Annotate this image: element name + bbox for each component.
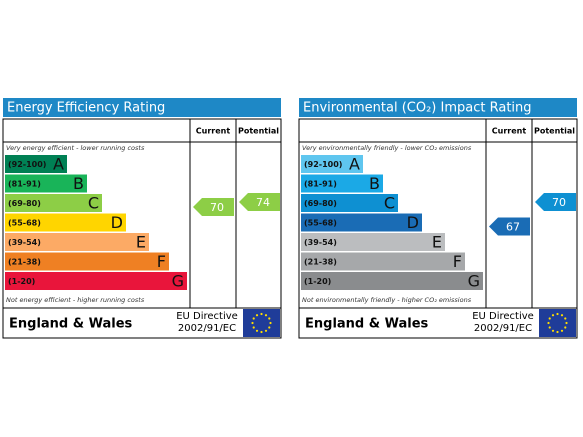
rating-band bbox=[301, 174, 383, 193]
flag-star bbox=[268, 326, 271, 329]
band-range: (92-100) bbox=[8, 160, 46, 169]
flag-star bbox=[560, 314, 564, 317]
panel-title: Environmental (CO₂) Impact Rating bbox=[303, 101, 532, 116]
column-header: Potential bbox=[238, 127, 279, 136]
title-bar bbox=[3, 98, 281, 117]
rating-band bbox=[301, 233, 445, 251]
band-range: (81-91) bbox=[304, 180, 337, 189]
band-range: (1-20) bbox=[304, 277, 331, 286]
flag-star bbox=[548, 326, 551, 329]
flag-star bbox=[252, 317, 255, 320]
rating-panel: Energy Efficiency Rating Current Potential… bbox=[2, 98, 282, 339]
rating-band bbox=[301, 252, 465, 271]
band-letter: F bbox=[453, 252, 462, 271]
rating-band bbox=[5, 174, 87, 193]
rating-band bbox=[301, 272, 483, 290]
band-range: (21-38) bbox=[304, 258, 337, 267]
rating-arrow bbox=[489, 217, 530, 236]
band-letter: A bbox=[53, 155, 64, 174]
column-header: Potential bbox=[534, 127, 575, 136]
flag-star bbox=[551, 329, 555, 332]
bottom-note: Not environmentally friendly - higher CO… bbox=[302, 296, 472, 304]
band-letter: E bbox=[136, 233, 146, 252]
flag-star bbox=[560, 329, 564, 332]
rating-band bbox=[5, 194, 102, 212]
band-range: (21-38) bbox=[8, 258, 41, 267]
rating-band bbox=[5, 252, 169, 271]
flag-star bbox=[564, 317, 567, 320]
band-range: (39-54) bbox=[8, 238, 41, 247]
flag-star bbox=[255, 329, 259, 332]
band-range: (55-68) bbox=[304, 219, 337, 228]
flag-star bbox=[556, 330, 559, 334]
flag-star bbox=[547, 321, 550, 325]
rating-value: 70 bbox=[210, 201, 224, 214]
flag-star bbox=[268, 317, 271, 320]
band-letter: F bbox=[157, 252, 166, 271]
directive: EU Directive bbox=[176, 311, 238, 322]
rating-band bbox=[301, 213, 422, 232]
band-letter: C bbox=[88, 194, 99, 213]
band-range: (81-91) bbox=[8, 180, 41, 189]
flag-star bbox=[548, 317, 551, 320]
band-letter: B bbox=[73, 174, 84, 193]
band-range: (55-68) bbox=[8, 219, 41, 228]
band-letter: A bbox=[349, 155, 360, 174]
band-range: (69-80) bbox=[304, 199, 337, 208]
rating-value: 67 bbox=[506, 221, 520, 234]
flag-star bbox=[556, 312, 559, 316]
flag-star bbox=[264, 314, 268, 317]
rating-arrow bbox=[535, 193, 576, 211]
band-letter: E bbox=[432, 233, 442, 252]
rating-band bbox=[301, 155, 363, 173]
flag-star bbox=[251, 321, 254, 325]
rating-band bbox=[5, 233, 149, 251]
band-letter: D bbox=[407, 213, 419, 232]
top-note: Very energy efficient - lower running co… bbox=[6, 144, 145, 152]
flag-star bbox=[252, 326, 255, 329]
band-letter: G bbox=[468, 272, 480, 291]
flag-star bbox=[564, 326, 567, 329]
flag-star bbox=[551, 314, 555, 317]
rating-arrow bbox=[193, 198, 234, 216]
directive: 2002/91/EC bbox=[178, 323, 236, 334]
rating-arrow bbox=[239, 193, 280, 211]
flag-star bbox=[269, 321, 272, 325]
rating-band bbox=[5, 272, 187, 290]
directive: 2002/91/EC bbox=[474, 323, 532, 334]
top-note: Very environmentally friendly - lower CO… bbox=[302, 144, 472, 152]
rating-value: 74 bbox=[256, 196, 270, 209]
column-header: Current bbox=[196, 127, 231, 136]
rating-band bbox=[301, 194, 398, 212]
band-letter: G bbox=[172, 272, 184, 291]
band-range: (69-80) bbox=[8, 199, 41, 208]
flag-star bbox=[260, 330, 263, 334]
flag-star bbox=[264, 329, 268, 332]
rating-band bbox=[5, 155, 67, 173]
region: England & Wales bbox=[9, 317, 133, 332]
rating-value: 70 bbox=[552, 196, 566, 209]
title-bar bbox=[299, 98, 577, 117]
rating-panel: Environmental (CO₂) Impact Rating Current… bbox=[298, 98, 578, 339]
region: England & Wales bbox=[305, 317, 429, 332]
band-letter: D bbox=[111, 213, 123, 232]
bottom-note: Not energy efficient - higher running co… bbox=[6, 296, 145, 304]
directive: EU Directive bbox=[472, 311, 534, 322]
column-header: Current bbox=[492, 127, 527, 136]
rating-band bbox=[5, 213, 126, 232]
flag-star bbox=[260, 312, 263, 316]
band-range: (92-100) bbox=[304, 160, 342, 169]
flag-star bbox=[565, 321, 568, 325]
band-range: (1-20) bbox=[8, 277, 35, 286]
panel-title: Energy Efficiency Rating bbox=[7, 101, 165, 116]
band-range: (39-54) bbox=[304, 238, 337, 247]
flag-star bbox=[255, 314, 259, 317]
band-letter: C bbox=[384, 194, 395, 213]
band-letter: B bbox=[369, 174, 380, 193]
